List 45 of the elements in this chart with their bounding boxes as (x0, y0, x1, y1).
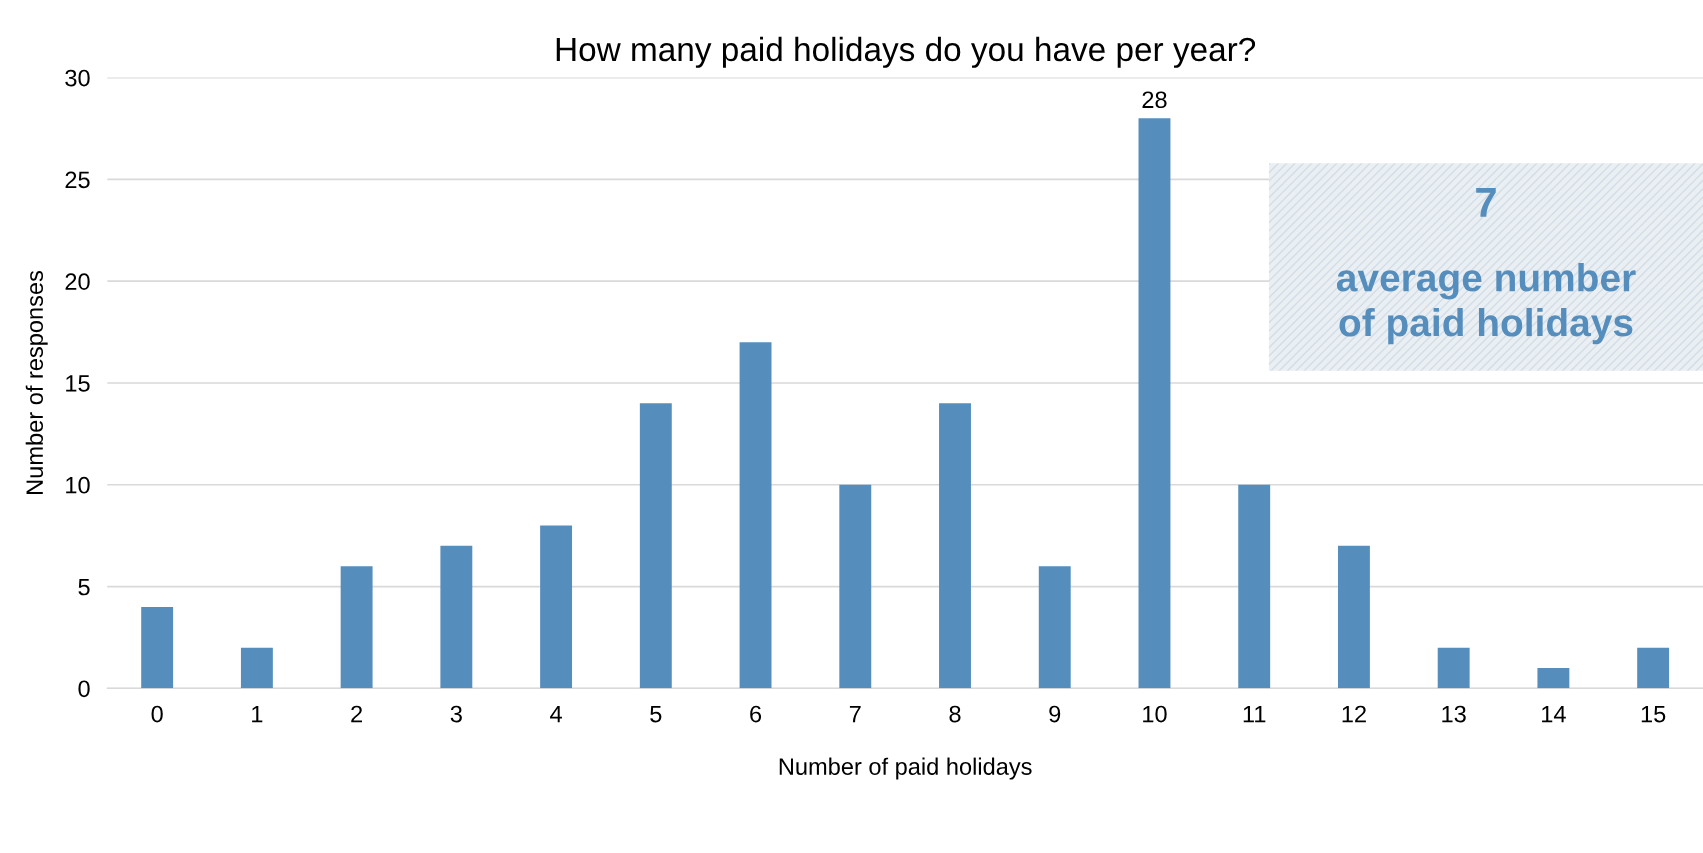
y-tick-label: 30 (65, 69, 90, 87)
x-tick-label: 2 (351, 705, 362, 723)
annotation: 7 (1476, 187, 1496, 217)
x-tick-label: 4 (550, 705, 562, 723)
x-tick-label: 1 (252, 705, 263, 723)
data-label: 28 (1142, 91, 1167, 109)
x-tick-label: 14 (1542, 705, 1566, 723)
x-tick-label: 7 (849, 705, 861, 723)
bar (839, 484, 872, 689)
x-tick-label: 0 (151, 705, 163, 723)
bar (440, 545, 473, 689)
x-tick-label: 10 (1143, 705, 1167, 723)
bar (1337, 545, 1370, 689)
x-tick-label: 15 (1641, 705, 1666, 723)
x-tick-label: 3 (450, 705, 462, 723)
bar (1038, 566, 1071, 689)
x-tick-label: 8 (949, 705, 961, 723)
annotation: average number of paid holidays (1336, 263, 1636, 345)
y-tick-label: 5 (78, 578, 90, 596)
y-tick-label: 25 (65, 171, 90, 189)
y-tick-label: 10 (66, 476, 90, 494)
x-tick-label: 13 (1442, 705, 1466, 723)
bar (540, 525, 573, 689)
bar (1238, 484, 1271, 689)
y-tick-label: 15 (66, 375, 90, 392)
bar (739, 342, 772, 689)
x-tick-label: 5 (650, 705, 662, 723)
bar (639, 403, 672, 689)
x-tick-label: 12 (1342, 705, 1366, 723)
bar (939, 403, 971, 689)
bar (141, 606, 174, 689)
bar (340, 566, 373, 689)
bar (240, 647, 273, 689)
y-tick-label: 0 (78, 680, 90, 698)
y-tick-label: 20 (65, 273, 90, 290)
bar (1637, 647, 1670, 689)
x-tick-label: 6 (750, 705, 762, 723)
x-tick-label: 11 (1243, 705, 1266, 723)
bar (1537, 668, 1570, 689)
bar (1437, 647, 1470, 689)
y-axis-title: Number of responses (25, 270, 48, 494)
bar (1138, 118, 1171, 689)
x-tick-label: 9 (1049, 705, 1061, 723)
x-axis-title: Number of paid holidays (779, 757, 1032, 780)
chart-title: How many paid holidays do you have per year? (556, 36, 1256, 68)
